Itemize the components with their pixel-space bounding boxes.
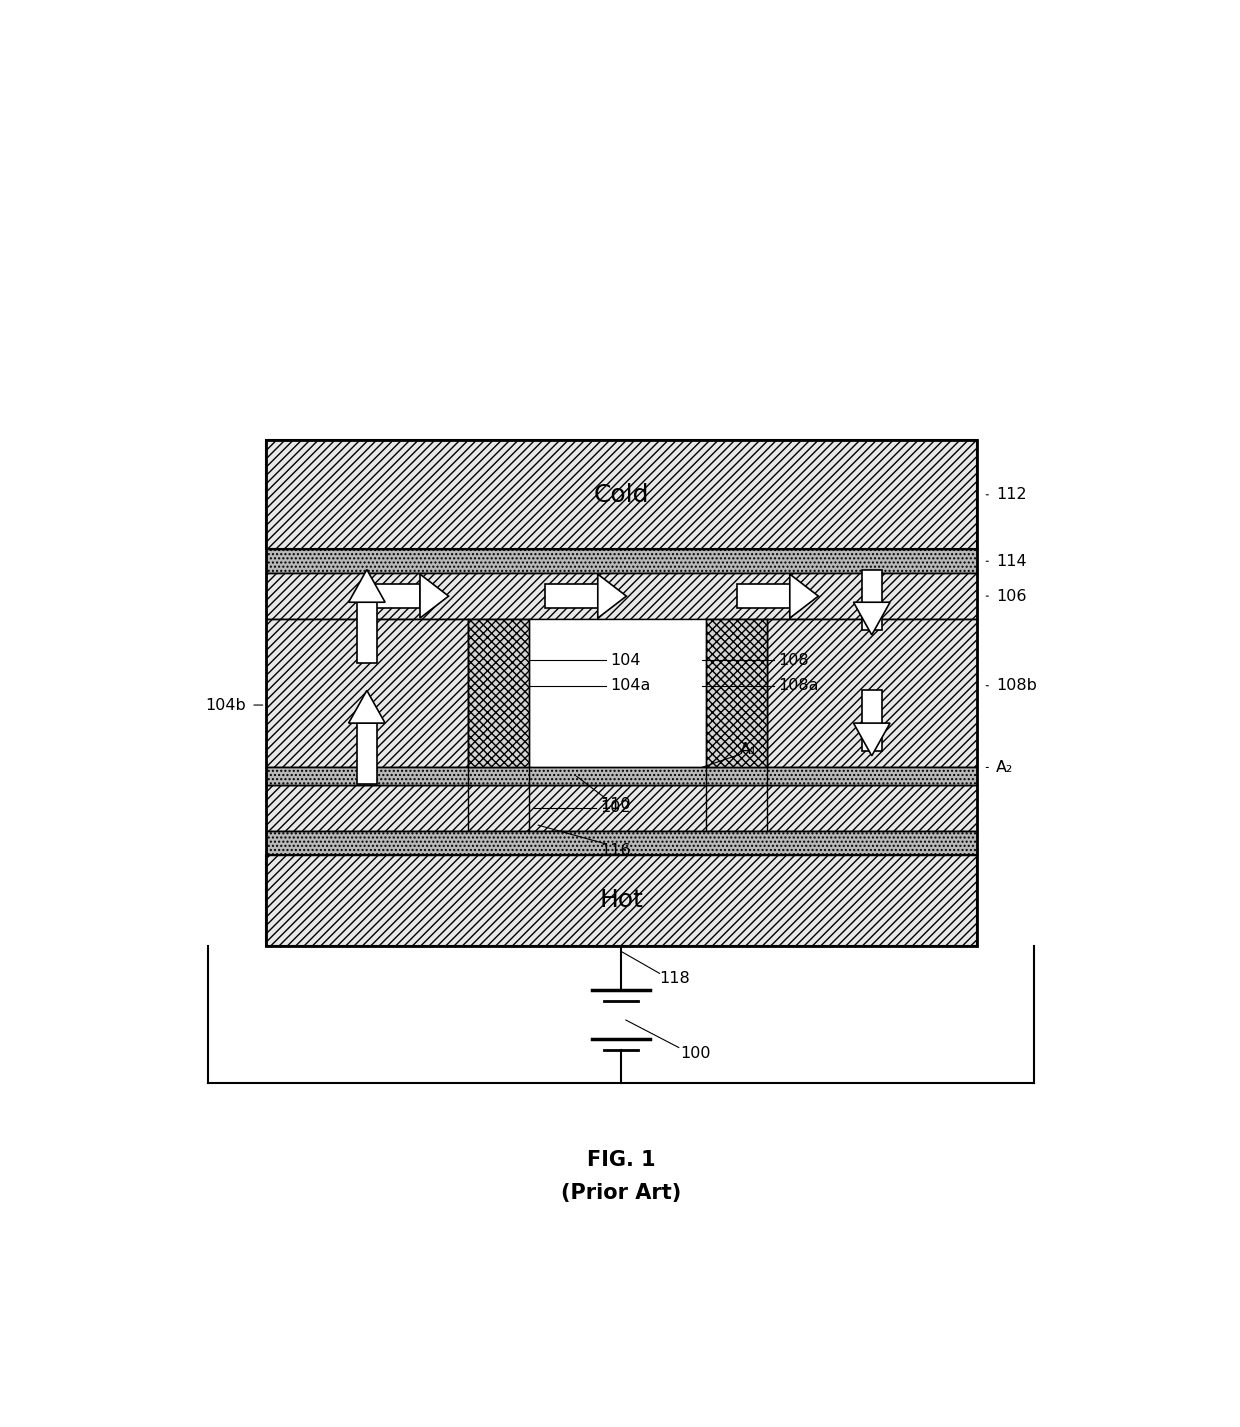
Bar xyxy=(707,619,766,768)
Text: 104a: 104a xyxy=(610,678,651,694)
Text: 110: 110 xyxy=(600,798,631,812)
Bar xyxy=(469,619,528,768)
Text: 114: 114 xyxy=(996,554,1027,569)
Bar xyxy=(265,831,977,855)
Polygon shape xyxy=(853,723,890,756)
Polygon shape xyxy=(348,569,386,602)
Bar xyxy=(367,584,420,608)
Text: Cold: Cold xyxy=(593,482,649,507)
Text: 112: 112 xyxy=(996,487,1027,502)
Bar xyxy=(766,619,977,768)
Text: 104b: 104b xyxy=(206,698,247,712)
Bar xyxy=(544,584,598,608)
Text: 116: 116 xyxy=(600,843,631,858)
Polygon shape xyxy=(790,574,818,618)
Polygon shape xyxy=(348,691,386,723)
Text: 104: 104 xyxy=(610,654,641,668)
Bar xyxy=(862,569,882,631)
Bar xyxy=(357,723,377,783)
Text: Hot: Hot xyxy=(599,889,644,912)
Bar xyxy=(265,785,977,831)
Text: A₁: A₁ xyxy=(740,742,758,758)
Bar xyxy=(265,574,977,619)
Bar xyxy=(265,619,469,768)
Polygon shape xyxy=(853,602,890,635)
Bar xyxy=(265,619,977,768)
Bar xyxy=(357,602,377,664)
Bar xyxy=(265,441,977,946)
Text: 108b: 108b xyxy=(996,678,1037,694)
Text: 106: 106 xyxy=(996,588,1027,604)
Text: 102: 102 xyxy=(600,801,631,815)
Text: A₂: A₂ xyxy=(996,761,1013,775)
Polygon shape xyxy=(598,574,626,618)
Bar xyxy=(265,768,977,785)
Text: (Prior Art): (Prior Art) xyxy=(560,1183,681,1203)
Bar xyxy=(265,549,977,574)
Polygon shape xyxy=(420,574,449,618)
Bar xyxy=(265,441,977,549)
Text: 118: 118 xyxy=(660,972,691,986)
Text: FIG. 1: FIG. 1 xyxy=(587,1150,656,1170)
Text: 108a: 108a xyxy=(779,678,818,694)
Bar xyxy=(737,584,790,608)
Bar xyxy=(265,855,977,946)
Text: 108: 108 xyxy=(779,654,810,668)
Text: 100: 100 xyxy=(681,1046,712,1060)
Bar xyxy=(862,691,882,751)
